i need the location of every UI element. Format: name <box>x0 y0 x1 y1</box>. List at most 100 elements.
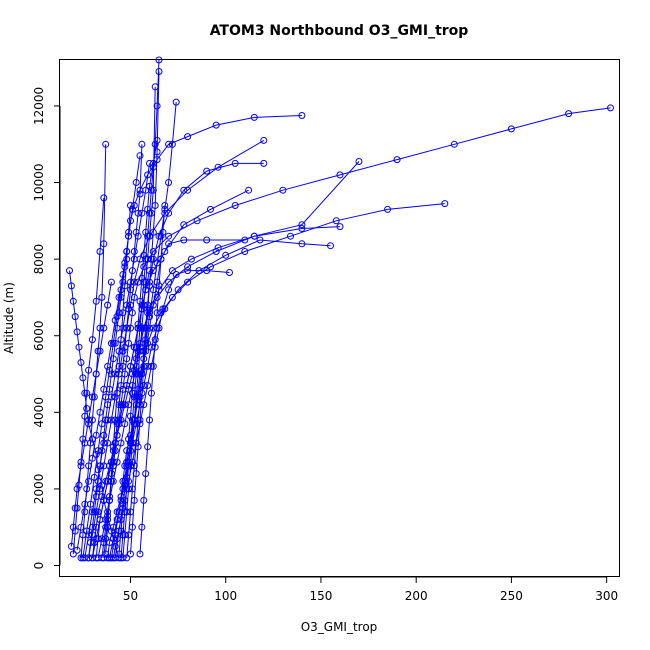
data-point <box>115 370 123 378</box>
data-point <box>96 324 104 332</box>
data-point <box>231 202 239 209</box>
data-point <box>117 336 125 344</box>
x-axis-label: O3_GMI_trop <box>301 620 378 634</box>
data-point <box>144 382 152 389</box>
data-point <box>121 420 129 428</box>
data-point <box>140 301 148 309</box>
data-point <box>104 362 112 370</box>
data-point <box>142 470 150 478</box>
data-point <box>111 316 119 324</box>
data-point <box>144 232 152 240</box>
data-point <box>90 393 98 401</box>
data-point <box>92 485 100 493</box>
data-point <box>113 508 121 516</box>
data-point <box>102 140 110 148</box>
data-point <box>250 113 258 121</box>
data-point <box>147 343 155 351</box>
data-point <box>92 554 100 562</box>
data-point <box>136 347 144 355</box>
data-point <box>128 389 136 397</box>
data-point <box>184 186 192 194</box>
data-point <box>85 366 93 374</box>
data-point <box>165 140 173 148</box>
data-point <box>136 393 144 401</box>
data-point <box>193 217 201 225</box>
series-line <box>122 86 156 558</box>
data-point <box>85 477 93 485</box>
data-point <box>123 554 131 562</box>
x-tick-label: 300 <box>595 589 618 603</box>
y-tick-label: 0 <box>32 562 46 570</box>
data-point <box>140 347 148 355</box>
data-point <box>136 420 144 428</box>
data-point <box>104 301 112 309</box>
data-point <box>184 278 192 286</box>
data-point <box>127 301 134 309</box>
data-point <box>130 278 138 286</box>
data-point <box>187 255 195 263</box>
data-point <box>117 439 125 447</box>
profile-series <box>106 236 334 562</box>
data-point <box>125 435 133 443</box>
data-point <box>130 496 138 504</box>
data-point <box>128 523 136 531</box>
data-point <box>607 104 614 112</box>
data-point <box>147 255 155 263</box>
data-point <box>79 531 87 539</box>
y-tick-label: 10000 <box>32 163 46 201</box>
data-point <box>102 516 110 524</box>
data-point <box>149 186 157 194</box>
series-line <box>139 205 166 555</box>
data-point <box>109 477 117 485</box>
data-point <box>226 269 233 276</box>
data-point <box>128 205 136 213</box>
data-point <box>115 347 123 355</box>
data-point <box>88 393 96 401</box>
data-point <box>81 439 89 447</box>
data-point <box>214 163 222 171</box>
data-point <box>507 125 515 133</box>
series-line <box>112 270 230 558</box>
data-point <box>109 355 117 363</box>
data-point <box>161 202 169 209</box>
profile-series <box>69 194 108 558</box>
data-point <box>88 531 96 539</box>
y-axis-label: Altitude (m) <box>2 282 16 354</box>
data-point <box>138 523 146 531</box>
data-point <box>128 382 136 389</box>
data-point <box>136 190 144 198</box>
data-point <box>92 297 100 305</box>
data-point <box>90 508 98 516</box>
data-point <box>69 550 77 558</box>
data-point <box>121 343 129 351</box>
data-point <box>94 447 102 455</box>
data-point <box>83 485 91 493</box>
data-point <box>132 420 140 428</box>
data-point <box>92 370 100 378</box>
data-point <box>73 328 81 336</box>
data-point <box>66 267 73 275</box>
data-point <box>113 458 121 466</box>
data-point <box>151 336 159 344</box>
data-point <box>172 98 180 106</box>
data-point <box>127 324 134 332</box>
y-tick-label: 6000 <box>32 320 46 351</box>
data-point <box>107 393 115 401</box>
data-point <box>119 309 127 317</box>
data-point <box>155 282 163 290</box>
data-point <box>75 343 83 351</box>
profile-series <box>77 140 110 562</box>
data-point <box>140 401 148 409</box>
data-point <box>165 179 173 186</box>
data-point <box>298 225 306 232</box>
profile-series <box>85 112 306 562</box>
data-point <box>132 343 140 351</box>
y-tick-label: 2000 <box>32 474 46 505</box>
series-line <box>88 139 265 558</box>
data-point <box>250 232 258 240</box>
data-point <box>109 443 117 451</box>
x-tick-label: 250 <box>500 589 523 603</box>
data-point <box>144 362 152 370</box>
data-point <box>125 458 133 466</box>
